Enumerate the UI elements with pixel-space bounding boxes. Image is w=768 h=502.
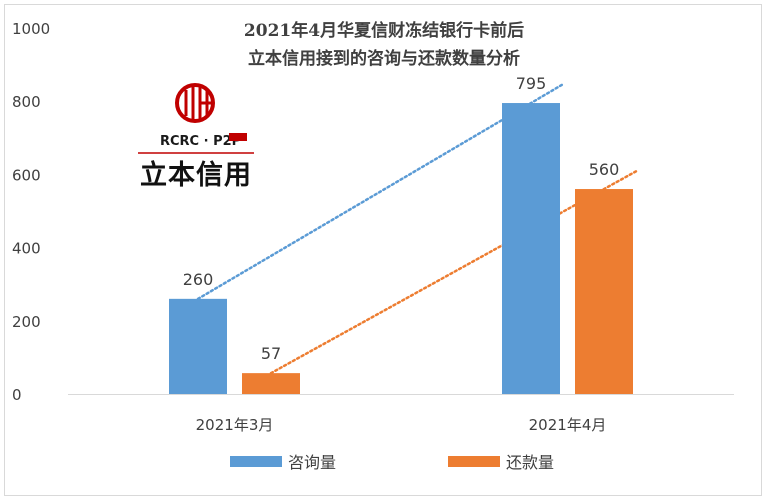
bar-consult — [502, 103, 560, 394]
legend-label: 还款量 — [506, 453, 554, 472]
data-label: 795 — [516, 74, 547, 93]
chart-frame — [4, 4, 762, 496]
legend-label: 咨询量 — [288, 453, 336, 472]
y-tick-label: 1000 — [12, 20, 50, 38]
bar-consult — [169, 298, 227, 394]
y-tick-label: 800 — [12, 93, 41, 111]
legend-swatch — [448, 456, 500, 467]
y-tick-label: 400 — [12, 240, 41, 258]
data-label: 57 — [261, 344, 281, 363]
chart-title-line-1: 2021年4月华夏信财冻结银行卡前后 — [244, 20, 524, 41]
x-category-label: 2021年3月 — [196, 416, 274, 434]
logo-badge — [229, 133, 247, 141]
chart-title-line-2: 立本信用接到的咨询与还款数量分析 — [248, 48, 520, 69]
bars — [169, 103, 633, 394]
data-label: 260 — [183, 270, 214, 289]
x-category-label: 2021年4月 — [529, 416, 607, 434]
y-tick-label: 200 — [12, 313, 41, 331]
y-axis: 0 200 400 600 800 1000 — [12, 20, 50, 404]
bar-repay — [242, 373, 300, 394]
rcrc-logo-mark — [175, 83, 215, 123]
legend-swatch — [230, 456, 282, 467]
legend: 咨询量 还款量 — [230, 453, 554, 472]
logo-main-text: 立本信用 — [140, 159, 252, 191]
data-labels: 260 57 795 560 — [183, 74, 620, 363]
x-axis: 2021年3月 2021年4月 — [196, 416, 607, 434]
logo-sub-text: RCRC · P2P — [160, 134, 241, 149]
y-tick-label: 600 — [12, 166, 41, 184]
bar-repay — [575, 189, 633, 394]
rcrc-logo: RCRC · P2P 立本信用 — [138, 83, 254, 191]
y-tick-label: 0 — [12, 386, 22, 404]
data-label: 560 — [589, 160, 620, 179]
trendlines — [196, 82, 639, 375]
